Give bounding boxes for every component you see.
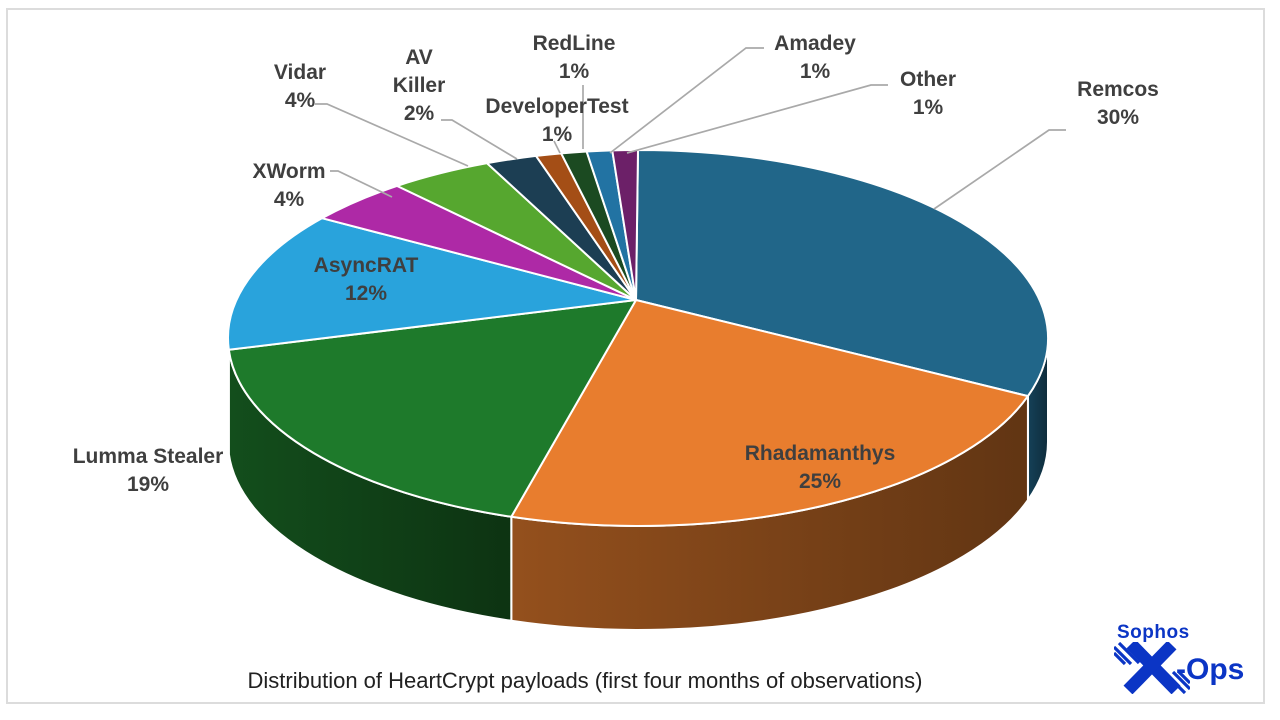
pie-slice-asyncrat xyxy=(227,217,637,351)
pie-label-asyncrat: AsyncRAT 12% xyxy=(314,252,419,308)
pie-label-line: 1% xyxy=(558,60,590,83)
pie-label-line: Other xyxy=(899,68,957,91)
leader-line-xworm xyxy=(330,170,393,198)
pie-slice-lumma-stealer xyxy=(227,299,637,518)
sophos-logo-text: Sophos xyxy=(1117,622,1190,643)
pie-label-rhadamanthys: Rhadamanthys 25% xyxy=(745,440,896,496)
pie-label-line: 1% xyxy=(541,123,573,146)
pie-label-line: 2% xyxy=(403,102,435,125)
pie-label-amadey: Amadey 1% xyxy=(774,30,856,86)
leader-line-other xyxy=(626,84,888,154)
leader-line-vidar xyxy=(315,103,469,167)
pie-label-line: 30% xyxy=(1096,106,1140,129)
pie-label-line: 4% xyxy=(284,89,316,112)
pie-slice-remcos xyxy=(635,149,1049,398)
xops-suffix-text: -Ops xyxy=(1176,653,1245,686)
pie-label-line: Rhadamanthys xyxy=(744,442,896,465)
pie-label-line: Killer xyxy=(392,74,446,97)
xops-x-stroke xyxy=(1114,651,1127,666)
chart-caption: Distribution of HeartCrypt payloads (fir… xyxy=(247,668,923,693)
pie-label-redline: RedLine 1% xyxy=(533,30,616,86)
xops-x-icon xyxy=(1114,642,1190,694)
pie-label-lumma-stealer: Lumma Stealer 19% xyxy=(73,443,224,499)
pie-label-line: XWorm xyxy=(252,160,326,183)
pie-label-other: Other 1% xyxy=(900,66,956,122)
pie-label-remcos: Remcos 30% xyxy=(1077,76,1159,132)
pie-label-line: Amadey xyxy=(774,32,856,55)
pie-label-developertest: DeveloperTest 1% xyxy=(485,93,628,149)
pie-slice-rhadamanthys xyxy=(510,299,1029,527)
pie-label-line: 1% xyxy=(799,60,831,83)
pie-leader-lines xyxy=(315,47,1066,210)
xops-x-stroke xyxy=(1171,670,1190,691)
pie-label-line: 12% xyxy=(344,282,388,305)
pie-label-line: AV xyxy=(405,46,433,69)
pie-top-faces xyxy=(227,149,1049,527)
leader-line-av-killer xyxy=(441,119,518,160)
xops-x-stroke xyxy=(1114,645,1133,666)
pie-label-line: RedLine xyxy=(532,32,616,55)
xops-x-stroke xyxy=(1177,670,1190,685)
pie-label-line: 4% xyxy=(273,188,305,211)
xops-x-stroke xyxy=(1117,642,1141,665)
leader-line-remcos xyxy=(933,129,1066,210)
pie-label-xworm: XWorm 4% xyxy=(252,158,325,214)
leader-line-developertest xyxy=(553,140,561,154)
pie-label-line: 19% xyxy=(126,473,170,496)
pie-label-line: DeveloperTest xyxy=(485,95,629,118)
pie-slice-side-asyncrat xyxy=(227,337,230,455)
leader-line-amadey xyxy=(609,47,764,154)
pie-label-vidar: Vidar 4% xyxy=(274,59,326,115)
pie-label-line: 1% xyxy=(912,96,944,119)
xops-x-stroke xyxy=(1123,642,1177,694)
xops-x-stroke xyxy=(1163,671,1187,694)
pie-label-line: 25% xyxy=(798,470,842,493)
pie-label-line: Lumma Stealer xyxy=(72,445,224,468)
pie-label-line: Remcos xyxy=(1077,78,1159,101)
pie-label-av-killer: AV Killer 2% xyxy=(393,44,446,128)
pie-label-line: AsyncRAT xyxy=(313,254,419,277)
pie-label-line: Vidar xyxy=(273,61,327,84)
